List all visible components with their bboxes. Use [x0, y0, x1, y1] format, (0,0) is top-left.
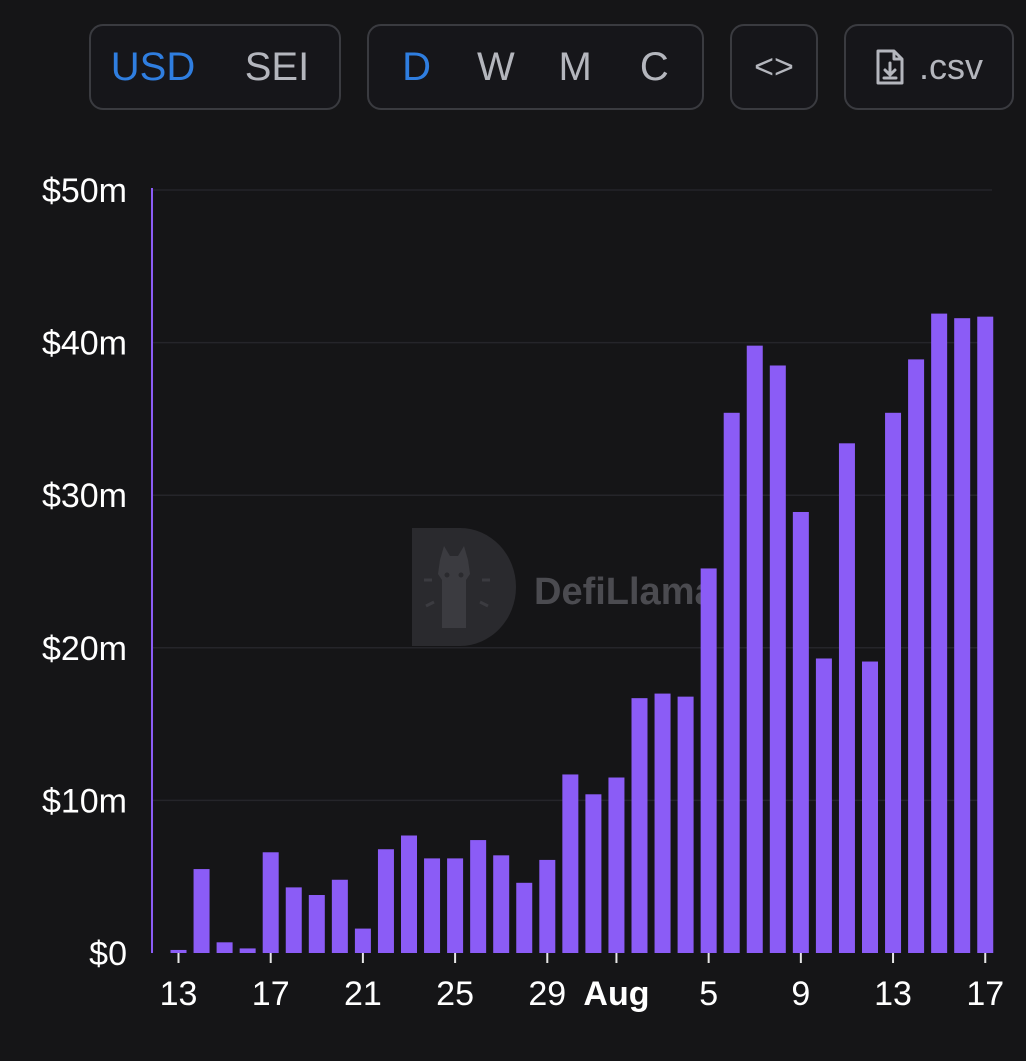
embed-code-icon: <> — [754, 47, 794, 86]
bar[interactable] — [424, 858, 441, 953]
watermark-text: DefiLlama — [534, 571, 716, 613]
bar[interactable] — [862, 661, 878, 953]
file-download-icon — [875, 49, 905, 85]
bar[interactable] — [331, 879, 348, 953]
bar[interactable] — [562, 774, 579, 953]
bar[interactable] — [285, 887, 302, 953]
x-tick-label: 17 — [252, 975, 290, 1013]
bar[interactable] — [470, 840, 487, 953]
x-tick-label: Aug — [583, 975, 649, 1013]
bar[interactable] — [401, 835, 417, 953]
bar[interactable] — [908, 359, 925, 953]
period-daily-button[interactable]: D — [402, 44, 432, 89]
bar[interactable] — [631, 698, 648, 953]
bar[interactable] — [815, 658, 832, 953]
bar[interactable] — [539, 859, 556, 953]
bar[interactable] — [700, 568, 717, 953]
bar[interactable] — [608, 777, 625, 953]
csv-download-button[interactable]: .csv — [844, 24, 1014, 110]
bar[interactable] — [677, 696, 694, 953]
bar[interactable] — [377, 849, 394, 953]
y-tick-label: $30m — [42, 477, 127, 515]
x-tick-label: 9 — [791, 975, 810, 1013]
bar[interactable] — [654, 693, 671, 953]
x-tick-label: 17 — [966, 975, 1004, 1013]
currency-toggle: USD SEI — [89, 24, 341, 110]
x-tick-label: 21 — [344, 975, 382, 1013]
bar[interactable] — [447, 858, 464, 953]
x-tick-label: 29 — [528, 975, 566, 1013]
bar[interactable] — [308, 895, 325, 953]
period-weekly-button[interactable]: W — [476, 44, 515, 89]
y-tick-label: $0 — [89, 935, 127, 973]
csv-label: .csv — [918, 46, 983, 87]
bar[interactable] — [838, 443, 855, 953]
bar[interactable] — [239, 948, 256, 953]
bar[interactable] — [769, 365, 786, 953]
bar[interactable] — [170, 949, 187, 953]
watermark: DefiLlama — [412, 528, 716, 646]
bar[interactable] — [746, 345, 763, 954]
period-cumulative-button[interactable]: C — [639, 44, 669, 89]
bar[interactable] — [516, 882, 533, 953]
currency-usd-button[interactable]: USD — [110, 44, 196, 89]
x-tick-label: 5 — [699, 975, 718, 1013]
bar[interactable] — [262, 852, 279, 953]
bar[interactable] — [723, 412, 740, 953]
y-axis-ticks: $0 $10m $20m $30m $40m $50m — [42, 172, 127, 973]
y-tick-label: $50m — [42, 172, 127, 210]
y-tick-label: $40m — [42, 325, 127, 363]
bars — [170, 313, 994, 954]
y-tick-label: $10m — [42, 782, 127, 820]
bar[interactable] — [193, 869, 210, 953]
y-tick-label: $20m — [42, 630, 127, 668]
bar[interactable] — [216, 942, 233, 953]
bar[interactable] — [585, 794, 602, 953]
currency-sei-button[interactable]: SEI — [244, 44, 310, 89]
llama-logo-icon — [412, 528, 516, 646]
x-tick-label: 13 — [874, 975, 912, 1013]
period-toggle: D W M C — [367, 24, 704, 110]
x-axis-ticks: 13 17 21 25 29 Aug 5 9 13 17 — [160, 953, 1004, 1013]
bar[interactable] — [931, 313, 948, 954]
period-monthly-button[interactable]: M — [558, 44, 592, 89]
embed-button[interactable]: <> — [730, 24, 818, 110]
bar[interactable] — [792, 511, 809, 953]
bar[interactable] — [354, 928, 371, 953]
x-tick-label: 13 — [160, 975, 198, 1013]
bar[interactable] — [977, 316, 994, 954]
bar[interactable] — [493, 855, 510, 953]
bar[interactable] — [885, 412, 902, 953]
x-tick-label: 25 — [436, 975, 474, 1013]
bar[interactable] — [954, 318, 971, 954]
